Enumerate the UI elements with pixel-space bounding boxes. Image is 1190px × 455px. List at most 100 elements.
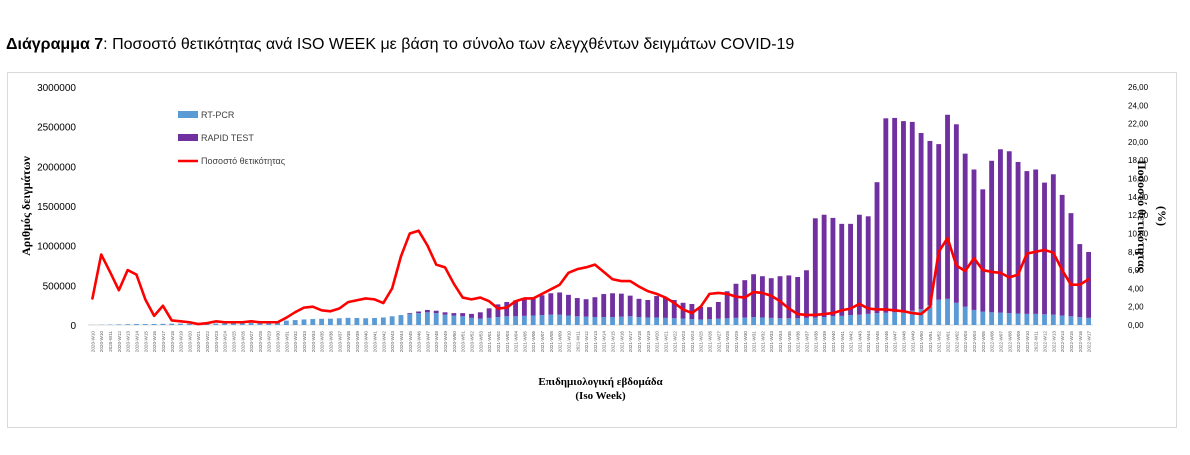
bar-rt-pcr: [178, 323, 183, 325]
bar-rt-pcr: [451, 315, 457, 325]
x-tick-label: 2021-W50: [919, 331, 924, 353]
y2-axis-title: Ποσοστό θετικότητας: [1135, 160, 1149, 272]
bar-rapid-test: [513, 300, 518, 317]
bar-rapid-test: [477, 312, 483, 319]
x-tick-label: 2020-W31: [284, 331, 289, 353]
x-tick-label: 2020-W25: [231, 331, 236, 353]
x-tick-label: 2020-W32: [293, 331, 298, 353]
y2-tick-label: 20,00: [1128, 138, 1149, 147]
x-tick-label: 2020-W17: [161, 331, 166, 353]
x-tick-label: 2021-W43: [857, 331, 862, 353]
x-tick-label: 2021-W05: [522, 331, 527, 353]
bar-rt-pcr: [812, 317, 818, 325]
bar-rapid-test: [707, 307, 712, 320]
x-tick-label: 2022-W14: [1060, 331, 1065, 353]
x-tick-label: 2021-W29: [734, 331, 739, 353]
x-tick-label: 2021-W15: [611, 331, 616, 353]
legend-swatch-rapid-test: [178, 134, 198, 141]
bar-rapid-test: [698, 306, 704, 320]
bar-rapid-test: [909, 121, 915, 311]
x-tick-label: 2020-W16: [152, 331, 157, 353]
x-tick-label: 2021-W17: [628, 331, 633, 353]
bar-rapid-test: [416, 311, 422, 314]
x-tick-label: 2021-W07: [540, 331, 545, 353]
x-tick-label: 2020-W41: [373, 331, 378, 353]
x-tick-label: 2020-W18: [170, 331, 175, 353]
x-tick-label: 2021-W02: [496, 331, 501, 353]
bar-rt-pcr: [469, 317, 474, 325]
legend-label-positivity: Ποσοστό θετικότητας: [201, 156, 286, 166]
x-tick-label: 2022-W08: [1007, 331, 1012, 353]
bar-rapid-test: [460, 313, 466, 317]
bar-rt-pcr: [971, 309, 977, 325]
x-tick-label: 2020-W22: [205, 331, 210, 353]
x-tick-label: 2021-W12: [584, 331, 589, 353]
bar-rt-pcr: [689, 319, 695, 325]
bar-rapid-test: [998, 149, 1003, 313]
x-tick-label: 2022-W02: [954, 331, 959, 353]
y2-tick-label: 8,00: [1128, 248, 1144, 257]
x-tick-label: 2021-W37: [804, 331, 809, 353]
y2-tick-label: 12,00: [1128, 211, 1149, 220]
bar-rt-pcr: [151, 323, 157, 325]
x-tick-label: 2021-W10: [566, 331, 571, 353]
bar-rt-pcr: [733, 317, 739, 325]
bar-rapid-test: [539, 295, 545, 316]
x-tick-label: 2020-W14: [134, 331, 139, 353]
bar-rapid-test: [1068, 213, 1074, 317]
bar-rt-pcr: [380, 317, 386, 325]
x-tick-label: 2022-W15: [1069, 331, 1074, 353]
bar-rt-pcr: [671, 318, 677, 325]
bar-rt-pcr: [601, 317, 607, 325]
bar-rapid-test: [1006, 151, 1012, 314]
x-tick-label: 2020-W43: [390, 331, 395, 353]
bar-rt-pcr: [513, 316, 518, 325]
x-tick-label: 2021-W44: [866, 331, 871, 353]
bar-rt-pcr: [962, 306, 968, 325]
bar-rt-pcr: [389, 316, 395, 325]
bar-rapid-test: [733, 283, 739, 318]
bar-rapid-test: [610, 293, 615, 318]
bar-rt-pcr: [821, 317, 827, 325]
x-tick-label: 2020-W11: [108, 331, 113, 352]
bar-rt-pcr: [583, 316, 589, 325]
bar-rapid-test: [945, 114, 950, 299]
bar-rapid-test: [663, 298, 668, 318]
bar-rt-pcr: [618, 316, 624, 325]
x-tick-label: 2020-W27: [249, 331, 254, 353]
x-tick-label: 2020-W48: [434, 331, 439, 353]
bar-rt-pcr: [1068, 316, 1074, 325]
bar-rt-pcr: [936, 299, 942, 325]
x-tick-label: 2022-W09: [1016, 331, 1021, 353]
bar-rt-pcr: [715, 318, 721, 325]
series-line-positivity: [91, 229, 1090, 326]
legend-label-rt-pcr: RT-PCR: [201, 110, 235, 120]
bar-rapid-test: [486, 308, 492, 318]
bar-rapid-test: [795, 277, 801, 319]
x-tick-label: 2020-W24: [223, 331, 228, 353]
x-tick-label: 2021-W20: [655, 331, 660, 353]
bar-rt-pcr: [1006, 313, 1012, 325]
bar-rt-pcr: [557, 314, 563, 325]
bar-rapid-test: [936, 144, 942, 300]
bar-rt-pcr: [892, 312, 898, 325]
bar-rt-pcr: [980, 311, 986, 325]
x-tick-label: 2020-W36: [328, 331, 333, 353]
x-tick-label: 2020-W12: [117, 331, 122, 353]
bar-rt-pcr: [424, 312, 430, 325]
bar-rapid-test: [566, 294, 571, 316]
bar-rt-pcr: [160, 323, 166, 325]
y2-tick-label: 10,00: [1128, 229, 1149, 238]
bar-rapid-test: [865, 216, 871, 314]
bar-rt-pcr: [645, 317, 651, 325]
bar-rapid-test: [927, 140, 933, 306]
x-tick-label: 2021-W24: [690, 331, 695, 353]
bar-rt-pcr: [504, 316, 510, 325]
bar-rt-pcr: [777, 318, 783, 325]
x-tick-label: 2020-W13: [126, 331, 131, 353]
bar-rt-pcr: [257, 322, 263, 325]
x-tick-label: 2021-W21: [663, 331, 668, 353]
bar-rt-pcr: [989, 312, 995, 325]
bar-rapid-test: [759, 276, 765, 318]
